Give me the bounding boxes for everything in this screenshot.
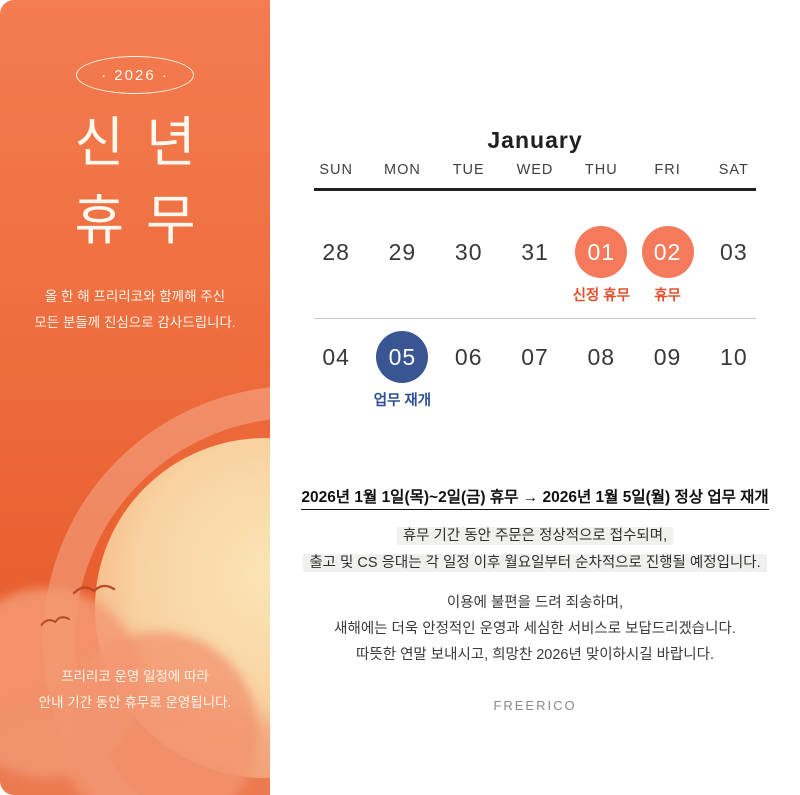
calendar-day-31: 31 [502, 226, 568, 278]
closing-line1: 이용에 불편을 드려 죄송하며, [446, 595, 624, 611]
page-title-line2: 휴무 [74, 191, 218, 251]
day-number: 30 [454, 238, 483, 265]
weekday-thu: THU [584, 162, 618, 178]
cloud-shape [0, 700, 270, 795]
bird-icon [40, 616, 71, 626]
calendar-day-30: 30 [436, 226, 502, 278]
closing-line2: 새해에는 더욱 안정적인 운영과 세심한 서비스로 보답드리겠습니다. [334, 621, 736, 637]
calendar-day-01: 01 신정 휴무 [568, 226, 634, 304]
day-number: 28 [322, 238, 350, 265]
highlighted-notice: 휴무 기간 동안 주문은 정상적으로 접수되며, 출고 및 CS 응대는 각 일… [270, 523, 800, 577]
day-number: 04 [322, 343, 350, 370]
calendar-panel: January SUN MON TUE WED THU FRI SAT 28 29 30 31 01… [270, 0, 800, 795]
day-number: 03 [720, 238, 748, 265]
day-number: 06 [454, 343, 483, 370]
page-title: 신년 휴무 [0, 104, 270, 260]
operation-note: 프리리코 운영 일정에 따라 안내 기간 동안 휴무로 운영됩니다. [0, 664, 270, 716]
day-number: 02 [641, 226, 694, 278]
day-number: 10 [720, 343, 748, 370]
week-divider [314, 318, 756, 319]
note-line1: 프리리코 운영 일정에 따라 [61, 669, 209, 684]
sidebar: · 2026 · 신년 휴무 올 한 해 프리리코와 함께해 주신 모든 분들께… [0, 0, 270, 795]
calendar-week-2: 04 05 업무 재개 06 07 08 09 10 [303, 331, 767, 409]
thanks-message: 올 한 해 프리리코와 함께해 주신 모든 분들께 진심으로 감사드립니다. [0, 284, 270, 336]
day-label: 휴무 [654, 288, 681, 304]
thanks-line1: 올 한 해 프리리코와 함께해 주신 [44, 289, 226, 304]
brand-name: FREERICO [493, 698, 577, 713]
day-label: 업무 재개 [373, 393, 432, 409]
day-number: 07 [521, 343, 549, 370]
weekday-header-row: SUN MON TUE WED THU FRI SAT [303, 160, 767, 180]
calendar-day-09: 09 [634, 331, 700, 383]
calendar-day-07: 07 [502, 331, 568, 383]
calendar-day-10: 10 [701, 331, 767, 383]
year-badge-label: · 2026 · [101, 66, 169, 84]
closing-message: 이용에 불편을 드려 죄송하며, 새해에는 더욱 안정적인 운영과 세심한 서비… [270, 590, 800, 668]
schedule-summary: 2026년 1월 1일(목)~2일(금) 휴무 → 2026년 1월 5일(월)… [270, 488, 800, 510]
page-title-line1: 신년 [74, 113, 218, 173]
day-number: 09 [653, 343, 682, 370]
calendar-day-05: 05 업무 재개 [369, 331, 435, 409]
header-divider [314, 188, 756, 191]
calendar-week-1: 28 29 30 31 01 신정 휴무 02 휴무 03 [303, 226, 767, 304]
closing-line3: 따뜻한 연말 보내시고, 희망찬 2026년 맞이하시길 바랍니다. [356, 647, 714, 663]
calendar-day-03: 03 [701, 226, 767, 278]
calendar-day-29: 29 [369, 226, 435, 278]
highlight-line1: 휴무 기간 동안 주문은 정상적으로 접수되며, [396, 527, 674, 545]
weekday-mon: MON [384, 162, 421, 178]
day-label: 신정 휴무 [572, 288, 630, 304]
day-number: 01 [575, 226, 628, 278]
day-number: 31 [521, 238, 549, 265]
thanks-line2: 모든 분들께 진심으로 감사드립니다. [34, 315, 236, 330]
weekday-fri: FRI [654, 162, 681, 178]
weekday-tue: TUE [452, 162, 485, 178]
year-badge: · 2026 · [76, 56, 194, 94]
calendar-day-06: 06 [436, 331, 502, 383]
day-number: 05 [376, 331, 429, 383]
day-number: 08 [587, 343, 616, 370]
highlight-line2: 출고 및 CS 응대는 각 일정 이후 월요일부터 순차적으로 진행될 예정입니… [303, 554, 767, 572]
calendar-day-02: 02 휴무 [634, 226, 700, 304]
month-title: January [487, 127, 583, 154]
weekday-sun: SUN [319, 162, 353, 178]
schedule-summary-text: 2026년 1월 1일(목)~2일(금) 휴무 → 2026년 1월 5일(월)… [301, 488, 769, 510]
note-line2: 안내 기간 동안 휴무로 운영됩니다. [38, 695, 232, 710]
calendar-day-04: 04 [303, 331, 369, 383]
calendar-day-28: 28 [303, 226, 369, 278]
calendar-day-08: 08 [568, 331, 634, 383]
bird-icon [72, 584, 116, 595]
weekday-wed: WED [516, 162, 554, 178]
weekday-sat: SAT [718, 162, 749, 178]
day-number: 29 [388, 238, 417, 265]
